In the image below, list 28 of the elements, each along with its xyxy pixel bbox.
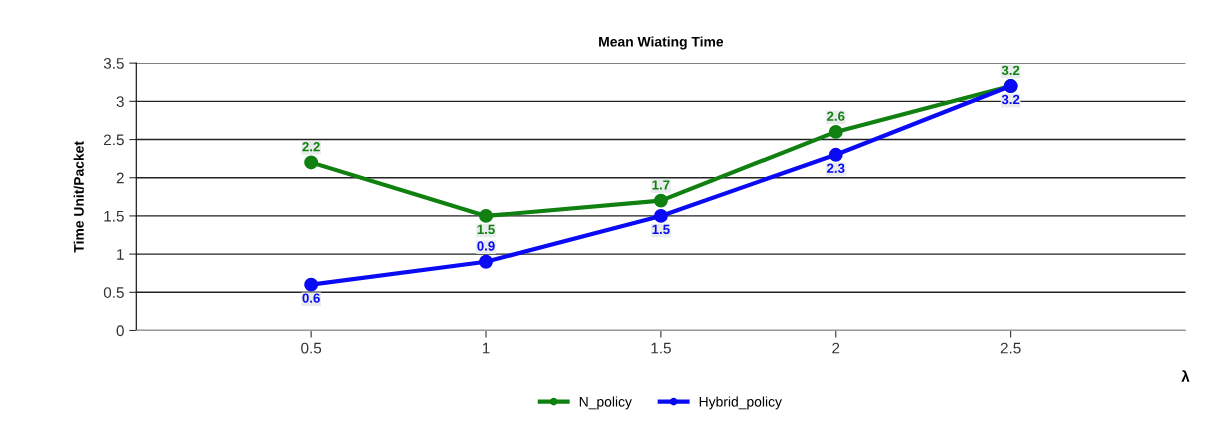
data-label: 2.2 [302,142,320,152]
y-tick-label: 0.5 [103,287,124,298]
x-tick-label: 0.5 [301,342,322,354]
y-tick-label: 2.5 [104,134,124,146]
y-tick-label: 3.5 [103,58,124,69]
data-label: 0.9 [477,241,495,251]
x-tick-label: 1.5 [651,342,671,354]
chart-title: Mean Wiating Time [599,36,724,50]
y-axis-title: Time Unit/Packet [73,141,84,253]
data-label: 2.6 [827,111,845,121]
data-label: 1.7 [652,180,670,190]
data-label: 2.3 [827,163,845,173]
x-tick-label: 1 [482,342,490,354]
y-tick-label: 1.5 [104,210,124,222]
data-label: 1.5 [477,224,495,235]
y-tick-label: 1 [117,249,124,260]
y-tick-label: 2 [116,172,124,184]
data-label: 3.2 [1001,94,1020,105]
x-tick-label: 2 [832,342,840,354]
x-tick-label: 2.5 [1000,342,1021,354]
data-label: 0.6 [302,293,320,303]
y-tick-label: 3 [116,96,124,108]
data-label: 1.5 [652,224,670,235]
legend-label: Hybrid_policy [699,396,782,410]
y-tick-label: 0 [116,325,124,337]
x-axis-title: λ [1181,370,1190,382]
data-label: 3.2 [1001,65,1020,76]
legend-label: N_policy [579,396,632,410]
